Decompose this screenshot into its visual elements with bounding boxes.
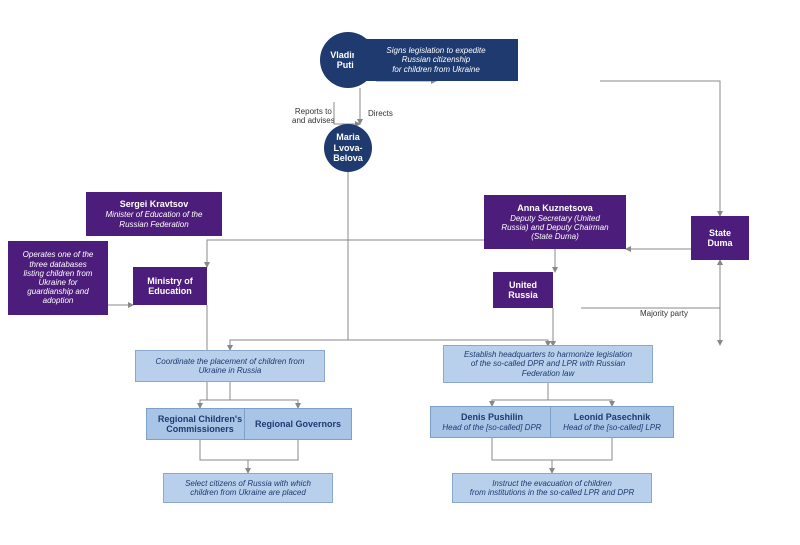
node-united_russia: UnitedRussia <box>493 272 553 308</box>
node-kuznetsova: Anna KuznetsovaDeputy Secretary (UnitedR… <box>484 195 626 249</box>
node-kravtsov: Sergei KravtsovMinister of Education of … <box>86 192 222 236</box>
edge-label-majority: Majority party <box>640 310 688 319</box>
node-select_note: Select citizens of Russia with whichchil… <box>163 473 333 503</box>
edge-label-reports: Reports to and advises <box>292 108 335 126</box>
node-legislation_note: Signs legislation to expediteRussian cit… <box>354 39 518 81</box>
node-state_duma: State Duma <box>691 216 749 260</box>
node-coord_note: Coordinate the placement of children fro… <box>135 350 325 382</box>
node-min_edu: Ministry ofEducation <box>133 267 207 305</box>
node-regional_comm: Regional Children'sCommissioners <box>146 408 254 440</box>
node-pushilin: Denis PushilinHead of the [so-called] DP… <box>430 406 554 438</box>
edge-label-directs: Directs <box>368 110 393 119</box>
node-regional_gov: Regional Governors <box>244 408 352 440</box>
node-belova: MariaLvova-Belova <box>324 124 372 172</box>
edge-layer <box>0 0 800 545</box>
node-instruct_note: Instruct the evacuation of childrenfrom … <box>452 473 652 503</box>
node-db_note: Operates one of thethree databaseslistin… <box>8 241 108 315</box>
node-hq_note: Establish headquarters to harmonize legi… <box>443 345 653 383</box>
node-pasechnik: Leonid PasechnikHead of the [so-called] … <box>550 406 674 438</box>
